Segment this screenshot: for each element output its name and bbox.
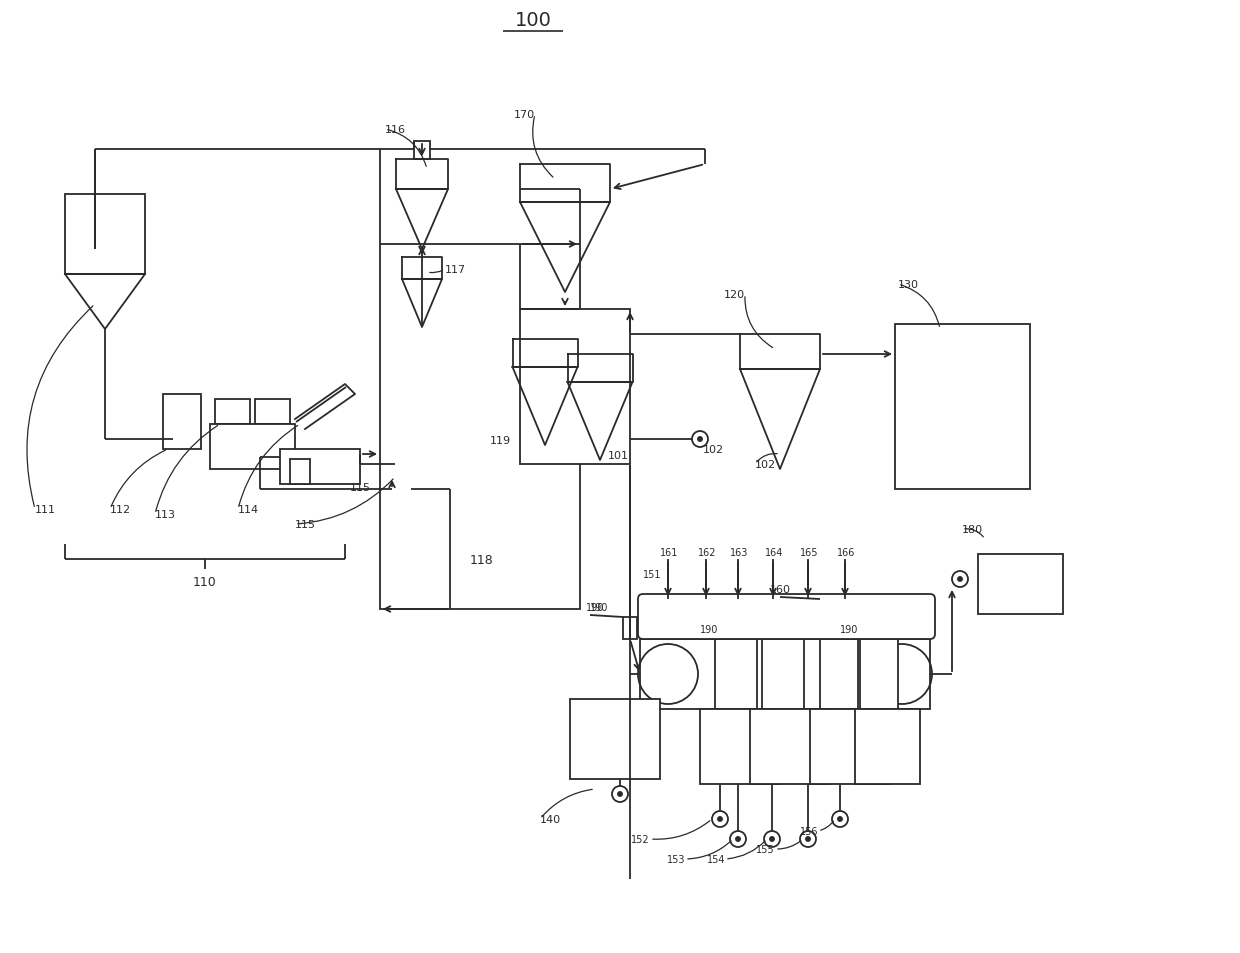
Bar [861,639,898,709]
Bar [763,639,804,709]
Text: 113: 113 [155,510,176,519]
Bar [810,709,890,784]
Bar [978,555,1063,615]
Bar [215,399,250,424]
Text: 155: 155 [756,844,775,854]
Text: 153: 153 [667,854,684,864]
Text: 100: 100 [515,11,552,30]
Bar [64,194,145,274]
Text: 119: 119 [490,436,511,446]
Bar [210,424,295,470]
Text: 166: 166 [837,547,856,558]
Text: 160: 160 [770,584,791,595]
Bar [895,325,1030,490]
Text: 115: 115 [295,519,316,530]
Text: 164: 164 [765,547,784,558]
Bar [820,639,858,709]
Circle shape [718,817,722,821]
Bar [280,450,360,484]
Bar [379,245,580,609]
Bar [414,142,430,160]
Text: 114: 114 [238,504,259,515]
Bar [715,639,756,709]
Circle shape [735,837,740,841]
Bar [570,700,660,780]
Circle shape [401,467,405,472]
Bar [520,310,630,464]
Bar [856,709,920,784]
Bar [162,395,201,450]
Circle shape [957,578,962,581]
Text: 162: 162 [698,547,717,558]
Text: 111: 111 [35,504,56,515]
Bar [255,399,290,424]
Text: 190: 190 [587,602,604,613]
Circle shape [770,837,774,841]
Text: 110: 110 [193,575,217,588]
Text: 101: 101 [608,451,629,460]
Circle shape [618,792,622,797]
Text: 117: 117 [445,265,466,274]
Text: 118: 118 [470,553,494,566]
Text: 190: 190 [590,602,609,613]
Text: 102: 102 [703,444,724,455]
Bar [622,618,637,639]
Text: 154: 154 [707,854,725,864]
Text: 163: 163 [730,547,749,558]
Text: 161: 161 [660,547,678,558]
Bar [640,639,930,709]
Text: 180: 180 [962,524,983,535]
Circle shape [806,837,810,841]
Text: 120: 120 [724,290,745,299]
Bar [750,709,830,784]
Text: 102: 102 [755,459,776,470]
Text: 130: 130 [898,280,919,290]
Text: 112: 112 [110,504,131,515]
Text: 115: 115 [350,482,371,493]
Text: 156: 156 [800,826,818,836]
Text: 190: 190 [839,624,858,635]
Bar [701,709,780,784]
FancyBboxPatch shape [639,595,935,639]
Text: 170: 170 [513,110,534,120]
Text: 151: 151 [644,569,661,579]
Bar [290,459,310,484]
Circle shape [698,437,702,442]
Text: 152: 152 [631,834,650,844]
Text: 165: 165 [800,547,818,558]
Text: 140: 140 [539,814,562,824]
Text: 116: 116 [384,125,405,135]
Text: 190: 190 [701,624,718,635]
Circle shape [838,817,842,821]
